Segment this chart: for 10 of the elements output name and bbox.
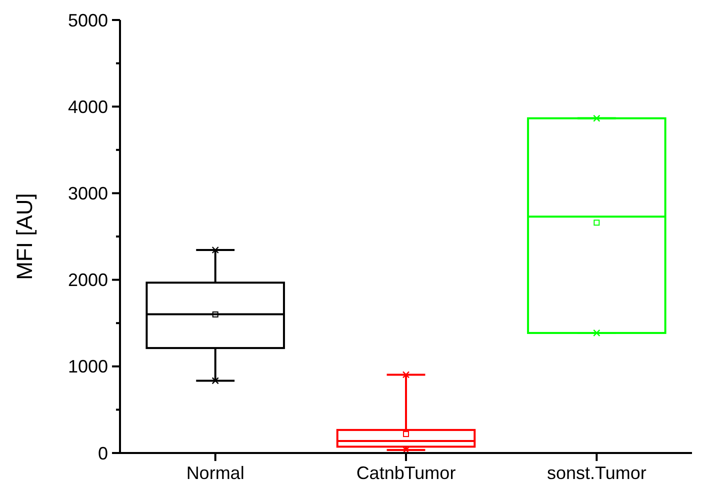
y-tick-label: 2000 (68, 270, 108, 290)
y-tick-label: 4000 (68, 96, 108, 117)
x-tick-label: CatnbTumor (356, 463, 456, 483)
y-axis-title: MFI [AU] (12, 193, 37, 280)
y-tick-label: 1000 (68, 356, 108, 377)
y-tick-label: 0 (98, 443, 108, 464)
x-tick-label: Normal (186, 463, 244, 483)
x-tick-label: sonst.Tumor (546, 463, 646, 483)
y-tick-label: 3000 (68, 184, 108, 204)
y-tick-label: 5000 (68, 10, 108, 30)
